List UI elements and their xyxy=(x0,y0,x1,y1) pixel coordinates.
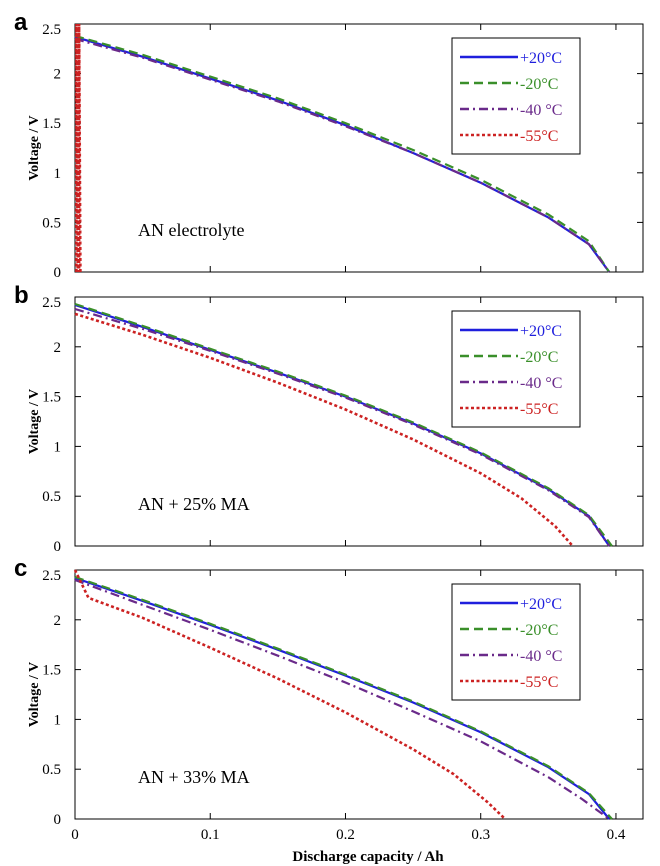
y-tick-label: 2 xyxy=(54,613,62,629)
legend-label: +20°C xyxy=(520,50,562,67)
y-tick-label: 1.5 xyxy=(42,390,61,406)
y-tick-label: 0.5 xyxy=(42,489,61,505)
series-line xyxy=(74,302,613,547)
y-tick-label: 2 xyxy=(54,67,62,83)
y-tick-label: 1 xyxy=(54,712,62,728)
legend-label: -40 °C xyxy=(520,648,562,665)
x-tick-label: 0.4 xyxy=(607,827,626,843)
legend-label: -55°C xyxy=(520,674,558,691)
legend-label: -20°C xyxy=(520,349,558,366)
panel-annotation: AN + 25% MA xyxy=(138,494,250,514)
panel-letter: b xyxy=(14,282,29,309)
x-tick-label: 0 xyxy=(71,827,79,843)
x-tick-label: 0.1 xyxy=(201,827,220,843)
legend-label: +20°C xyxy=(520,323,562,340)
series-line xyxy=(74,312,574,547)
series-line xyxy=(74,35,611,273)
legend: +20°C -20°C -40 °C -55°C xyxy=(451,310,581,428)
y-axis-label: Voltage / V xyxy=(27,662,42,727)
x-tick-label: 0.2 xyxy=(336,827,355,843)
panel-annotation: AN electrolyte xyxy=(138,220,244,240)
legend-label: -55°C xyxy=(520,128,558,145)
panel-c: 0 0.5 1 1.5 2 2.5 0 0.1 0.2 0.3 0.4 c Voltage / V AN … xyxy=(14,555,644,843)
y-tick-label: 2.5 xyxy=(42,22,61,38)
y-tick-label: 2.5 xyxy=(42,568,61,584)
y-tick-label: 1 xyxy=(54,439,62,455)
series-line xyxy=(74,575,613,820)
y-axis-label: Voltage / V xyxy=(27,115,42,180)
legend-label: +20°C xyxy=(520,596,562,613)
y-axis-label: Voltage / V xyxy=(27,389,42,454)
panel-annotation: AN + 33% MA xyxy=(138,767,250,787)
legend-label: -40 °C xyxy=(520,375,562,392)
legend-label: -20°C xyxy=(520,622,558,639)
series-line xyxy=(74,307,611,547)
plot-frame xyxy=(74,569,644,820)
x-axis-label: Discharge capacity / Ah xyxy=(292,849,444,865)
plot-frame xyxy=(74,23,644,273)
y-tick-label: 2.5 xyxy=(42,295,61,311)
series-line xyxy=(73,569,507,820)
legend: +20°C -20°C -40 °C -55°C xyxy=(451,583,581,701)
series-line xyxy=(74,578,610,820)
legend-label: -55°C xyxy=(520,401,558,418)
y-tick-label: 0.5 xyxy=(42,762,61,778)
panel-a: 0 0.5 1 1.5 2 2.5 a Voltage / V AN electrolyte +2… xyxy=(14,9,644,281)
legend: +20°C -20°C -40 °C -55°C xyxy=(451,37,581,155)
x-tick-label: 0.3 xyxy=(471,827,490,843)
y-tick-label: 0 xyxy=(54,812,62,828)
y-tick-label: 0 xyxy=(54,539,62,555)
y-tick-label: 1 xyxy=(54,166,62,182)
series-line xyxy=(75,23,82,273)
y-tick-label: 1.5 xyxy=(42,663,61,679)
legend-label: -40 °C xyxy=(520,102,562,119)
y-tick-label: 0.5 xyxy=(42,215,61,231)
y-tick-label: 2 xyxy=(54,340,62,356)
legend-label: -20°C xyxy=(520,76,558,93)
panel-letter: c xyxy=(14,555,27,582)
y-tick-label: 0 xyxy=(54,265,62,281)
panel-b: 0 0.5 1 1.5 2 2.5 b Voltage / V AN + 25% MA +20°C… xyxy=(14,282,644,555)
panel-letter: a xyxy=(14,9,28,36)
y-tick-label: 1.5 xyxy=(42,116,61,132)
plot-frame xyxy=(74,296,644,547)
series-line xyxy=(74,34,611,273)
